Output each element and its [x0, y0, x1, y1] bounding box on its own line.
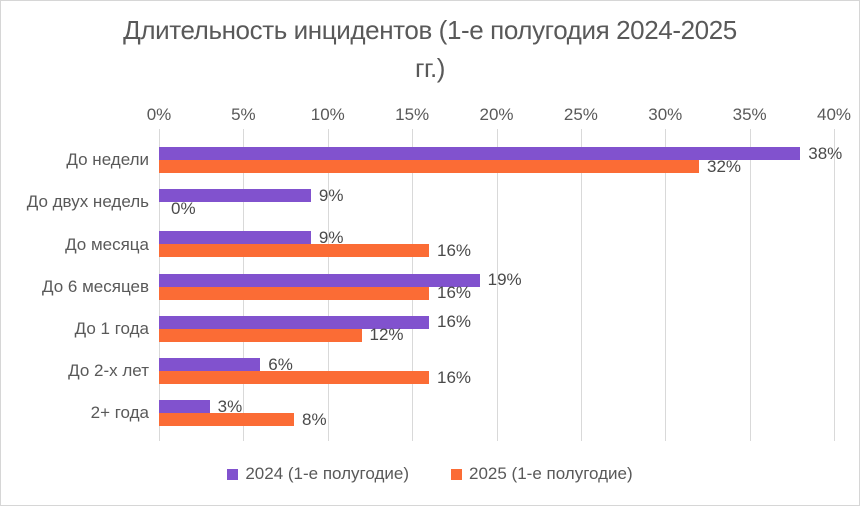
bar-2024 — [159, 273, 480, 287]
chart-title-line-1: Длительность инцидентов (1-е полугодия 2… — [123, 15, 737, 45]
data-label-2025: 16% — [437, 240, 472, 260]
data-label-2025: 12% — [369, 325, 404, 345]
x-axis-tick-label: 25% — [563, 105, 598, 124]
x-axis-tick-label: 40% — [816, 105, 852, 124]
data-label-2024: 9% — [318, 227, 344, 247]
chart-title-line-2: гг.) — [414, 53, 446, 83]
category-label: До 2-х лет — [68, 361, 149, 381]
x-axis-tick-label: 10% — [310, 105, 345, 124]
legend-item-2025: 2025 (1-е полугодие) — [451, 464, 633, 484]
category-label: До 6 месяцев — [42, 276, 149, 296]
bar-2024 — [159, 400, 210, 414]
gridline — [496, 129, 498, 441]
gridline — [580, 129, 582, 441]
category-label: 2+ года — [90, 403, 149, 423]
bar-2025 — [159, 286, 429, 300]
x-axis-tick-label: 5% — [231, 105, 256, 124]
data-label-2024: 38% — [808, 143, 843, 163]
legend-swatch-2024 — [227, 468, 239, 480]
bar-2024 — [159, 358, 261, 371]
chart-title: Длительность инцидентов (1-е полугодия 2… — [1, 11, 859, 87]
x-axis-tick-label: 20% — [479, 105, 514, 124]
legend: 2024 (1-е полугодие) 2025 (1-е полугодие) — [1, 464, 859, 484]
category-label: До месяца — [65, 234, 149, 254]
data-label-2024: 6% — [268, 354, 293, 374]
gridline — [834, 129, 835, 441]
x-axis-tick-label: 15% — [395, 105, 430, 124]
legend-label-2025: 2025 (1-е полугодие) — [469, 464, 633, 483]
gridline — [749, 129, 751, 441]
gridline — [665, 129, 667, 441]
data-label-2025: 16% — [437, 283, 472, 303]
data-label-2024: 19% — [487, 270, 522, 290]
category-label: До 1 года — [74, 318, 149, 338]
bar-2025 — [159, 160, 699, 173]
bar-2024 — [159, 147, 801, 160]
legend-swatch-2025 — [451, 468, 462, 480]
bar-2025 — [159, 244, 429, 258]
data-label-2025: 32% — [707, 156, 742, 176]
legend-item-2024: 2024 (1-е полугодие) — [227, 464, 409, 484]
bar-2025 — [159, 328, 362, 342]
data-label-2024: 3% — [217, 396, 243, 416]
x-axis: 0% 5% 10% 15% 20% 25% 30% 35% 40% — [1, 105, 859, 127]
data-label-2025: 8% — [302, 409, 327, 429]
bar-2025 — [159, 371, 429, 384]
category-label: До недели — [66, 150, 149, 170]
category-label: До двух недель — [26, 192, 149, 212]
x-axis-tick-label: 0% — [146, 105, 172, 124]
x-axis-tick-label: 30% — [648, 105, 683, 124]
x-axis-tick-label: 35% — [732, 105, 767, 124]
bar-2024 — [159, 189, 311, 203]
data-label-2025: 0% — [171, 198, 196, 218]
data-label-2024: 9% — [318, 185, 344, 205]
bar-2024 — [159, 231, 311, 245]
bar-2024 — [159, 315, 429, 329]
bar-2025 — [159, 413, 294, 427]
data-label-2024: 16% — [437, 312, 472, 332]
legend-label-2024: 2024 (1-е полугодие) — [245, 464, 409, 483]
data-label-2025: 16% — [437, 367, 472, 387]
